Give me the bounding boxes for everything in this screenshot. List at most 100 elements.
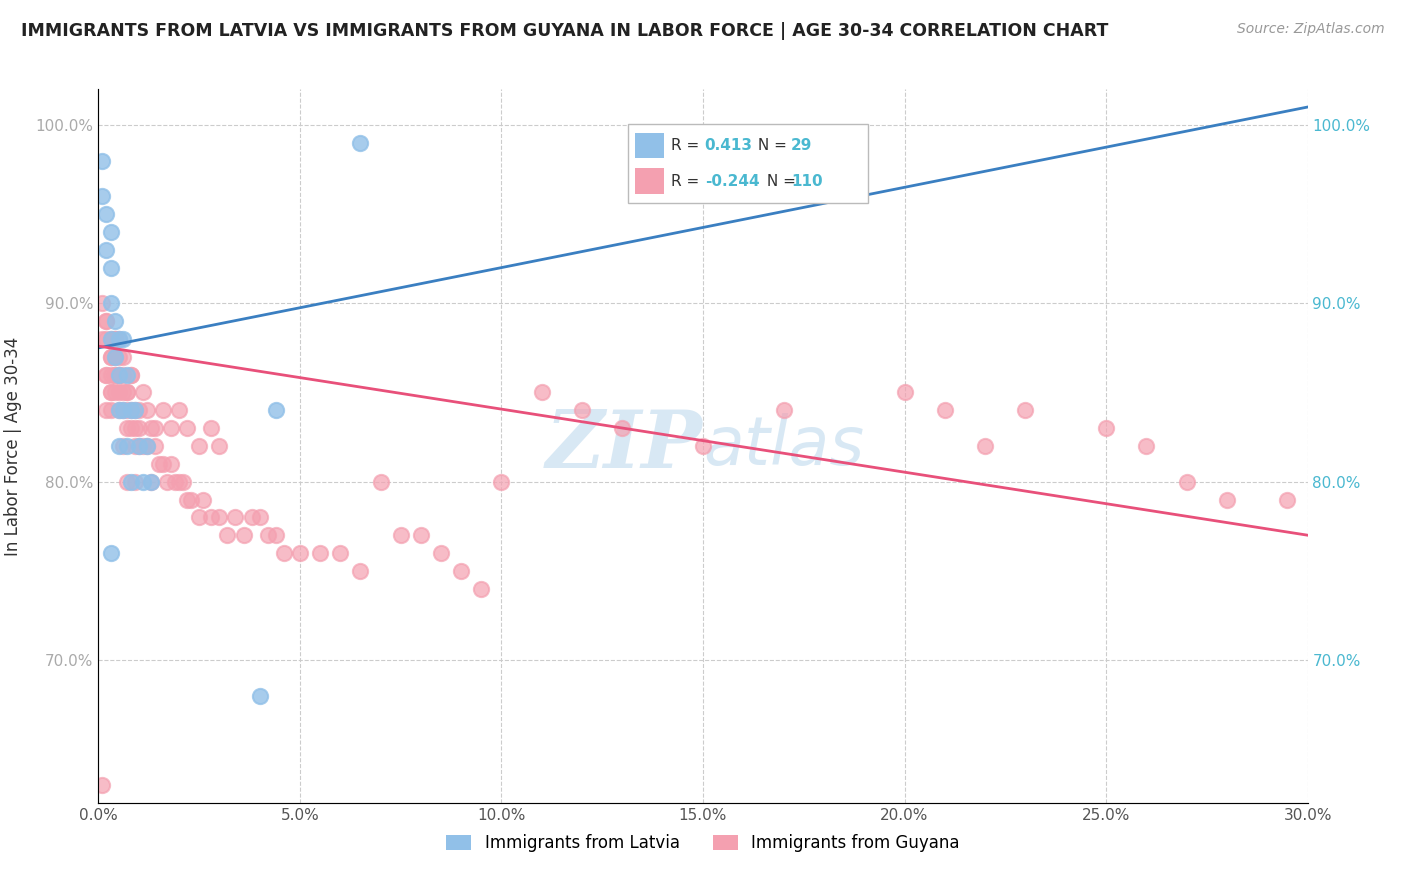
Immigrants from Latvia bbox=[264, 403, 287, 417]
Immigrants from Latvia bbox=[249, 689, 271, 703]
Immigrants from Guyana bbox=[124, 439, 146, 453]
Immigrants from Guyana bbox=[103, 368, 125, 382]
Immigrants from Guyana bbox=[329, 546, 352, 560]
Text: Source: ZipAtlas.com: Source: ZipAtlas.com bbox=[1237, 22, 1385, 37]
Immigrants from Latvia bbox=[349, 136, 371, 150]
FancyBboxPatch shape bbox=[628, 124, 868, 203]
Immigrants from Guyana bbox=[103, 350, 125, 364]
Immigrants from Guyana bbox=[273, 546, 295, 560]
Immigrants from Guyana bbox=[103, 332, 125, 346]
Immigrants from Guyana bbox=[100, 385, 122, 400]
Immigrants from Latvia bbox=[100, 332, 122, 346]
Immigrants from Guyana bbox=[124, 403, 146, 417]
Immigrants from Guyana bbox=[974, 439, 997, 453]
Immigrants from Guyana bbox=[107, 368, 129, 382]
Immigrants from Guyana bbox=[103, 385, 125, 400]
Immigrants from Latvia bbox=[91, 189, 114, 203]
Immigrants from Guyana bbox=[124, 475, 146, 489]
Immigrants from Guyana bbox=[692, 439, 714, 453]
Immigrants from Guyana bbox=[91, 296, 114, 310]
Immigrants from Latvia bbox=[128, 439, 150, 453]
Immigrants from Guyana bbox=[893, 385, 915, 400]
Text: R =: R = bbox=[671, 174, 704, 188]
Immigrants from Guyana bbox=[152, 403, 174, 417]
Text: N =: N = bbox=[752, 138, 792, 153]
Immigrants from Guyana bbox=[103, 368, 125, 382]
Immigrants from Guyana bbox=[100, 385, 122, 400]
Immigrants from Latvia bbox=[115, 439, 138, 453]
Immigrants from Guyana bbox=[176, 492, 198, 507]
Immigrants from Guyana bbox=[470, 582, 492, 596]
Immigrants from Guyana bbox=[1216, 492, 1239, 507]
Immigrants from Guyana bbox=[1014, 403, 1036, 417]
Immigrants from Guyana bbox=[1277, 492, 1299, 507]
Immigrants from Guyana bbox=[256, 528, 278, 542]
Immigrants from Guyana bbox=[115, 403, 138, 417]
Immigrants from Latvia bbox=[91, 153, 114, 168]
Text: -0.244: -0.244 bbox=[704, 174, 759, 188]
Immigrants from Guyana bbox=[1175, 475, 1198, 489]
Immigrants from Guyana bbox=[200, 421, 222, 435]
Immigrants from Latvia bbox=[115, 368, 138, 382]
Immigrants from Guyana bbox=[111, 350, 134, 364]
Immigrants from Guyana bbox=[571, 403, 593, 417]
Immigrants from Guyana bbox=[772, 403, 794, 417]
Immigrants from Latvia bbox=[100, 260, 122, 275]
Immigrants from Latvia bbox=[100, 296, 122, 310]
Text: atlas: atlas bbox=[703, 413, 865, 479]
Immigrants from Guyana bbox=[217, 528, 239, 542]
Immigrants from Latvia bbox=[103, 350, 125, 364]
Immigrants from Latvia bbox=[100, 546, 122, 560]
Immigrants from Guyana bbox=[264, 528, 287, 542]
Immigrants from Latvia bbox=[124, 403, 146, 417]
Immigrants from Latvia bbox=[139, 475, 162, 489]
Immigrants from Guyana bbox=[111, 368, 134, 382]
Text: 29: 29 bbox=[792, 138, 813, 153]
Immigrants from Guyana bbox=[103, 332, 125, 346]
Immigrants from Guyana bbox=[115, 421, 138, 435]
Immigrants from Guyana bbox=[176, 421, 198, 435]
Text: ZIP: ZIP bbox=[546, 408, 703, 484]
Immigrants from Guyana bbox=[139, 421, 162, 435]
Immigrants from Guyana bbox=[160, 421, 183, 435]
Immigrants from Guyana bbox=[120, 403, 142, 417]
Immigrants from Latvia bbox=[135, 439, 157, 453]
Immigrants from Guyana bbox=[409, 528, 432, 542]
Immigrants from Guyana bbox=[132, 385, 155, 400]
Immigrants from Latvia bbox=[96, 207, 118, 221]
Immigrants from Guyana bbox=[100, 403, 122, 417]
Immigrants from Guyana bbox=[124, 421, 146, 435]
Immigrants from Guyana bbox=[100, 350, 122, 364]
Immigrants from Guyana bbox=[180, 492, 202, 507]
Immigrants from Guyana bbox=[288, 546, 311, 560]
Immigrants from Guyana bbox=[96, 314, 118, 328]
Immigrants from Guyana bbox=[128, 421, 150, 435]
Immigrants from Guyana bbox=[111, 385, 134, 400]
Immigrants from Guyana bbox=[91, 332, 114, 346]
Immigrants from Guyana bbox=[188, 510, 211, 524]
Immigrants from Guyana bbox=[232, 528, 254, 542]
Immigrants from Guyana bbox=[120, 368, 142, 382]
Immigrants from Latvia bbox=[103, 314, 125, 328]
Immigrants from Guyana bbox=[224, 510, 246, 524]
Immigrants from Guyana bbox=[491, 475, 513, 489]
Immigrants from Guyana bbox=[115, 385, 138, 400]
Immigrants from Guyana bbox=[172, 475, 194, 489]
Immigrants from Guyana bbox=[96, 332, 118, 346]
Immigrants from Guyana bbox=[163, 475, 186, 489]
Legend: Immigrants from Latvia, Immigrants from Guyana: Immigrants from Latvia, Immigrants from … bbox=[440, 828, 966, 859]
Immigrants from Guyana bbox=[249, 510, 271, 524]
Immigrants from Guyana bbox=[107, 368, 129, 382]
Immigrants from Guyana bbox=[107, 403, 129, 417]
Immigrants from Guyana bbox=[1095, 421, 1118, 435]
Immigrants from Guyana bbox=[152, 457, 174, 471]
Immigrants from Guyana bbox=[430, 546, 453, 560]
Immigrants from Guyana bbox=[370, 475, 392, 489]
Immigrants from Guyana bbox=[208, 510, 231, 524]
Immigrants from Guyana bbox=[167, 403, 190, 417]
Immigrants from Latvia bbox=[107, 403, 129, 417]
Immigrants from Guyana bbox=[100, 350, 122, 364]
Immigrants from Guyana bbox=[120, 368, 142, 382]
Immigrants from Guyana bbox=[132, 439, 155, 453]
Immigrants from Guyana bbox=[193, 492, 215, 507]
